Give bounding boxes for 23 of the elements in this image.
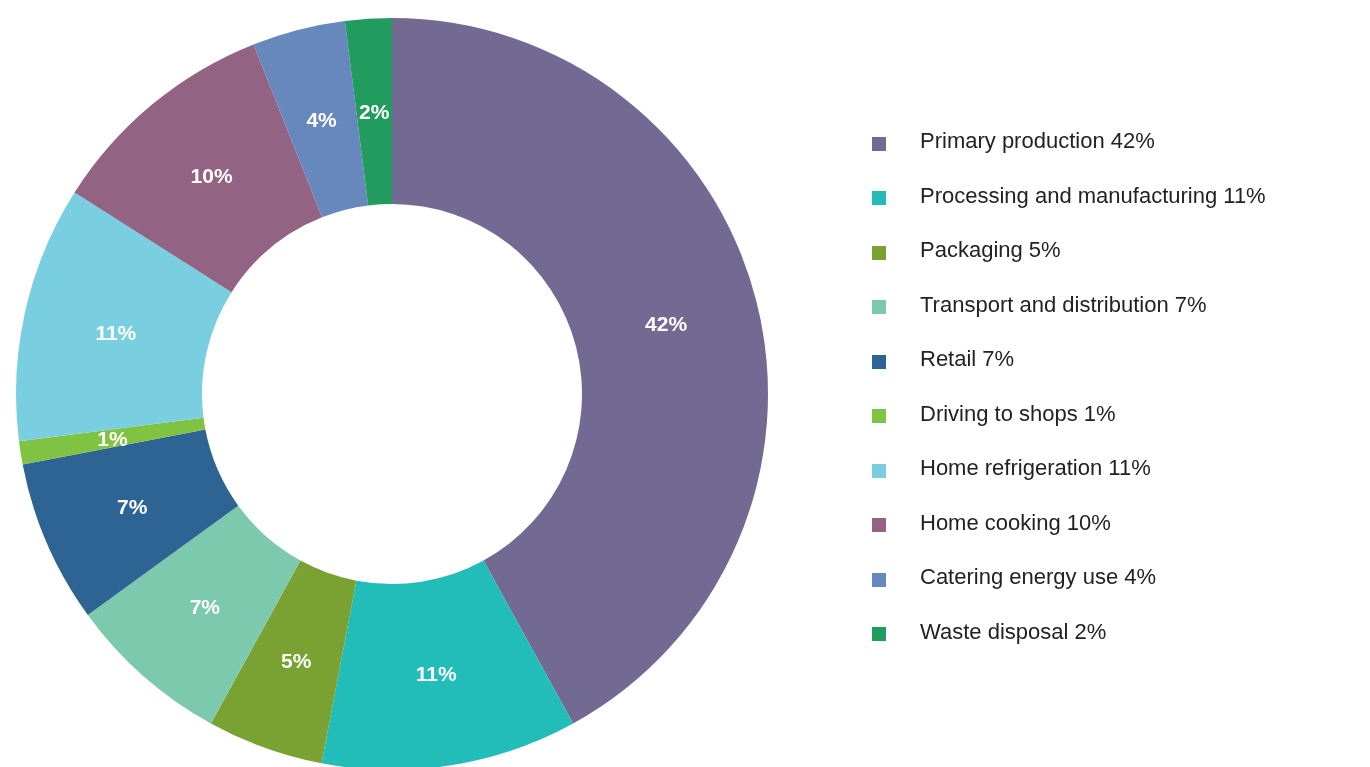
legend-label: Processing and manufacturing 11% (920, 182, 1266, 208)
data-label: 10% (190, 164, 233, 188)
legend-label: Packaging 5% (920, 237, 1061, 262)
data-label: 4% (306, 108, 338, 132)
data-label: 1% (97, 426, 128, 450)
legend-label: Home cooking 10% (920, 509, 1111, 535)
data-label: 11% (415, 662, 458, 686)
legend-label: Driving to shops 1% (920, 400, 1116, 426)
legend-label: Home refrigeration 11% (920, 455, 1151, 480)
donut-slice (18, 417, 206, 465)
donut-slice (22, 429, 239, 616)
data-label: 7% (189, 594, 221, 618)
legend-label: Waste disposal 2% (920, 618, 1107, 644)
data-label: 2% (359, 100, 390, 124)
data-label: 42% (645, 312, 688, 336)
data-label: 11% (95, 320, 137, 344)
donut-slice (344, 18, 392, 206)
data-label: 5% (280, 648, 312, 672)
legend-label: Catering energy use 4% (920, 564, 1157, 589)
legend-label: Primary production 42% (920, 128, 1155, 153)
legend-label: Transport and distribution 7% (920, 291, 1207, 317)
legend-label: Retail 7% (920, 346, 1015, 371)
data-label: 7% (117, 494, 148, 518)
